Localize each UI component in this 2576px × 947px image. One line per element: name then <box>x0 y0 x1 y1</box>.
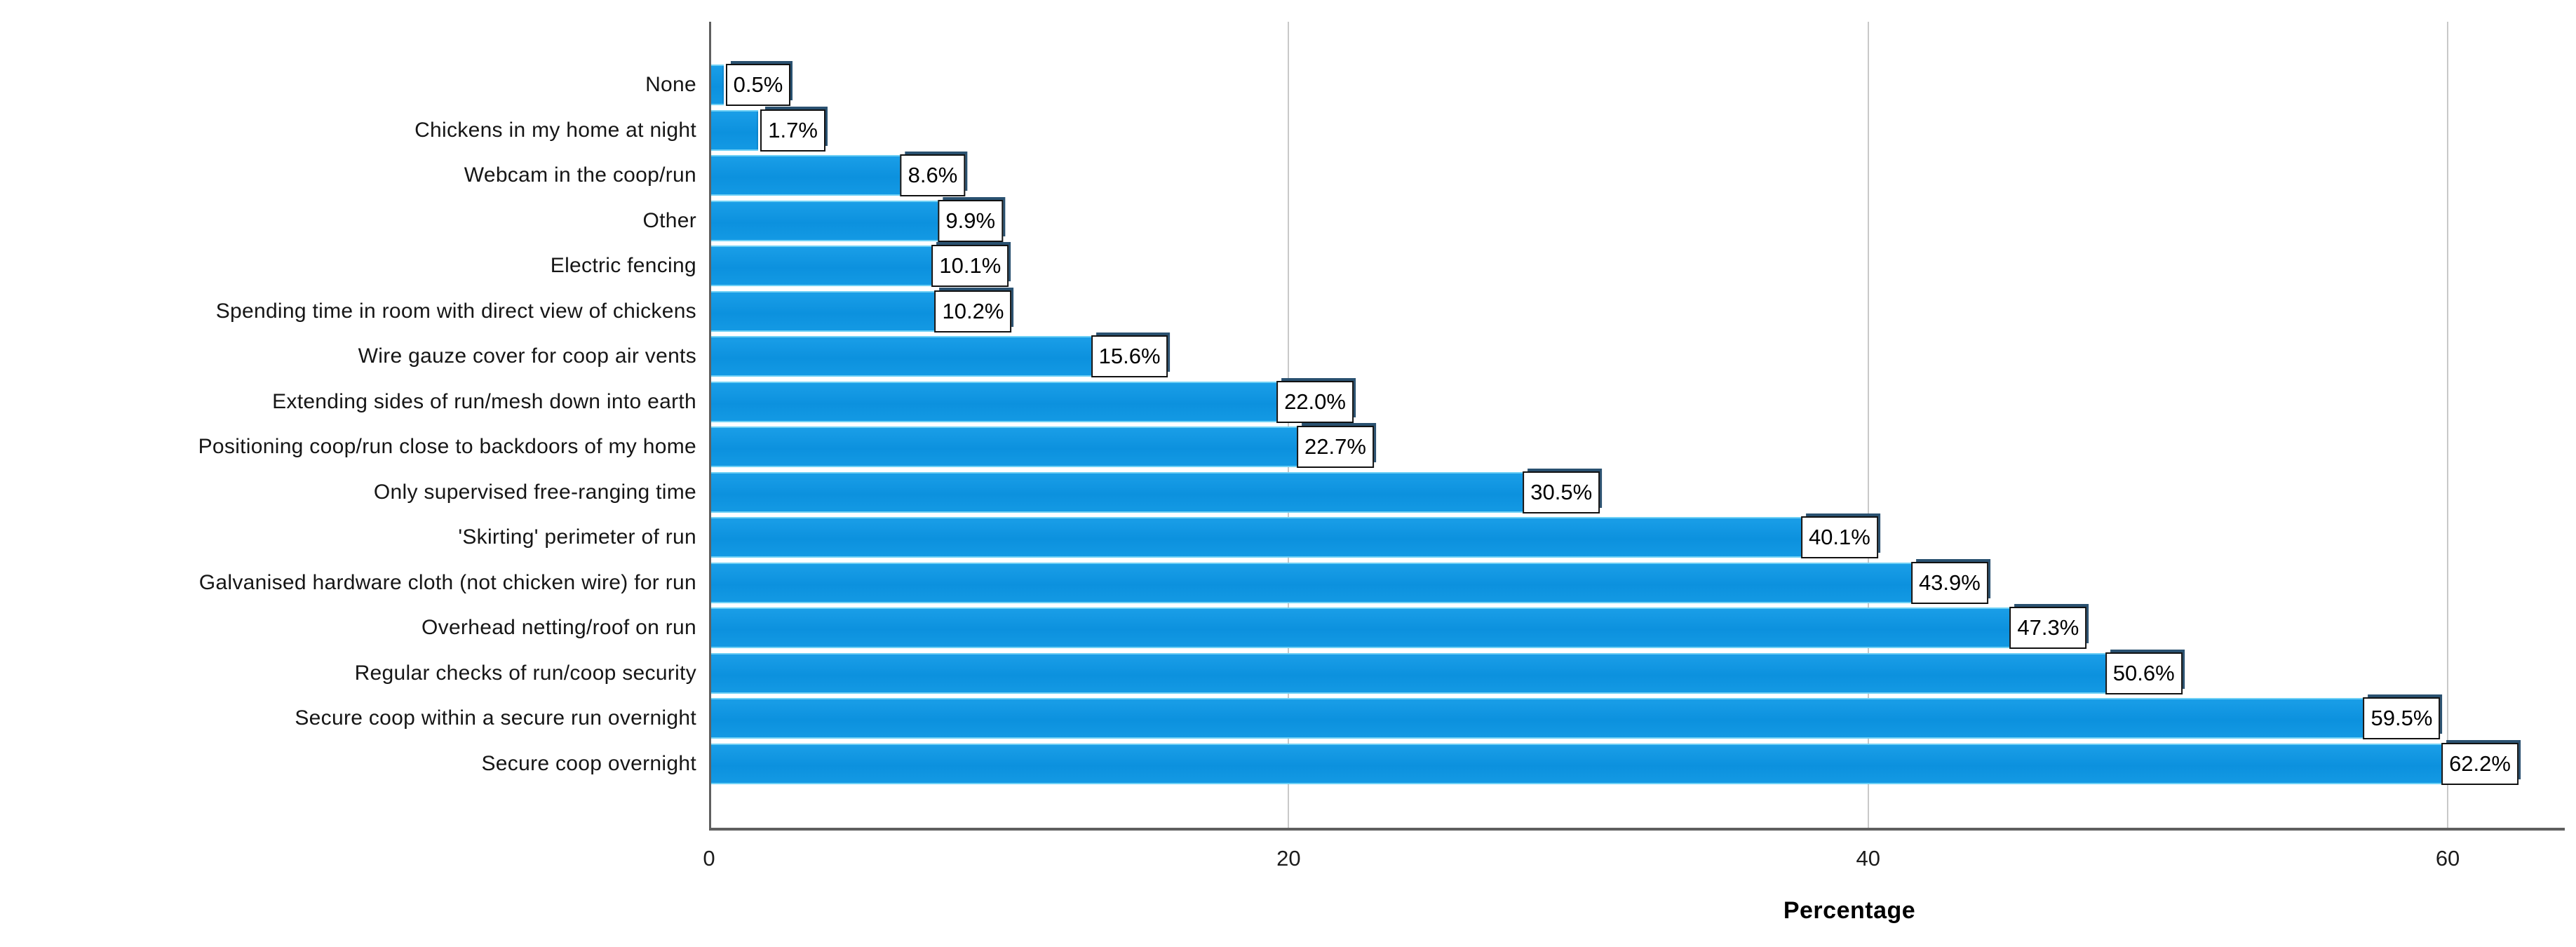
bar <box>709 471 1593 513</box>
x-tick-label: 40 <box>1856 846 1880 871</box>
bar-track: 50.6% <box>709 651 2565 697</box>
category-label: 'Skirting' perimeter of run <box>458 525 696 549</box>
bar-track: 1.7% <box>709 108 2565 154</box>
bar <box>709 109 759 151</box>
gridline <box>2447 22 2449 828</box>
bar-track: 0.5% <box>709 62 2565 108</box>
x-tick-label: 20 <box>1276 846 1301 871</box>
bar-track: 47.3% <box>709 605 2565 651</box>
value-label: 15.6% <box>1091 335 1168 378</box>
bar <box>709 336 1161 377</box>
bar-row: Overhead netting/roof on run 47.3% <box>0 605 2565 651</box>
value-label: 0.5% <box>725 64 791 107</box>
x-tick-label: 60 <box>2435 846 2460 871</box>
plot-area <box>709 22 2565 828</box>
bar-track: 9.9% <box>709 199 2565 244</box>
bar-row: Secure coop within a secure run overnigh… <box>0 696 2565 741</box>
bar <box>709 698 2434 739</box>
category-label: Webcam in the coop/run <box>464 163 696 187</box>
bar-row: Electric fencing 10.1% <box>0 243 2565 289</box>
bar <box>709 562 1981 603</box>
bar-row: 'Skirting' perimeter of run 40.1% <box>0 515 2565 560</box>
value-label: 62.2% <box>2441 742 2518 785</box>
category-label: Wire gauze cover for coop air vents <box>358 344 696 368</box>
category-label: Other <box>642 208 696 232</box>
bar-row: Positioning coop/run close to backdoors … <box>0 424 2565 470</box>
bar-track: 30.5% <box>709 470 2565 516</box>
category-label: Only supervised free-ranging time <box>373 480 696 504</box>
gridline <box>1867 22 1869 828</box>
value-label: 50.6% <box>2105 652 2183 694</box>
bar <box>709 517 1871 558</box>
bar-track: 62.2% <box>709 741 2565 787</box>
value-label: 8.6% <box>900 154 966 197</box>
bar <box>709 607 2080 649</box>
value-label: 30.5% <box>1523 471 1600 513</box>
bar-track: 59.5% <box>709 696 2565 741</box>
bar-track: 10.1% <box>709 243 2565 289</box>
category-label: Chickens in my home at night <box>414 118 696 142</box>
category-label: Regular checks of run/coop security <box>354 661 696 685</box>
value-label: 1.7% <box>760 109 825 152</box>
bar-row: Regular checks of run/coop security 50.6… <box>0 651 2565 697</box>
value-label: 59.5% <box>2363 697 2441 740</box>
bar <box>709 427 1367 468</box>
bar-row: None 0.5% <box>0 62 2565 108</box>
bar-row: Only supervised free-ranging time 30.5% <box>0 470 2565 516</box>
bar-track: 43.9% <box>709 560 2565 606</box>
bar-row: Webcam in the coop/run 8.6% <box>0 153 2565 199</box>
bar-row: Chickens in my home at night 1.7% <box>0 108 2565 154</box>
bar-row: Other 9.9% <box>0 199 2565 244</box>
x-axis-line <box>709 828 2565 831</box>
y-axis-line <box>709 22 711 831</box>
bar-track: 22.0% <box>709 380 2565 425</box>
category-label: Electric fencing <box>550 254 696 278</box>
category-label: Overhead netting/roof on run <box>422 616 696 640</box>
bar-row: Extending sides of run/mesh down into ea… <box>0 380 2565 425</box>
bar <box>709 65 724 106</box>
value-label: 47.3% <box>2009 607 2087 650</box>
bar-track: 15.6% <box>709 334 2565 380</box>
value-label: 9.9% <box>938 199 1004 242</box>
value-label: 43.9% <box>1910 561 1988 604</box>
value-label: 40.1% <box>1800 516 1878 559</box>
bar-row: Secure coop overnight 62.2% <box>0 741 2565 787</box>
x-axis-title: Percentage <box>1783 897 1916 924</box>
category-label: Extending sides of run/mesh down into ea… <box>272 389 696 413</box>
value-label: 22.7% <box>1297 426 1374 469</box>
bar-row: Wire gauze cover for coop air vents 15.6… <box>0 334 2565 380</box>
category-label: Secure coop overnight <box>481 751 696 775</box>
value-label: 10.1% <box>931 245 1009 288</box>
bar-rows: None 0.5% Chickens in my home at night 1… <box>0 62 2565 786</box>
x-tick-label: 0 <box>703 846 715 871</box>
category-label: Spending time in room with direct view o… <box>215 299 696 323</box>
bar-track: 40.1% <box>709 515 2565 560</box>
bar-track: 10.2% <box>709 289 2565 335</box>
bar-track: 8.6% <box>709 153 2565 199</box>
bar <box>709 652 2176 694</box>
bar-row: Galvanised hardware cloth (not chicken w… <box>0 560 2565 606</box>
category-label: None <box>645 73 696 97</box>
gridline <box>1288 22 1290 828</box>
category-label: Galvanised hardware cloth (not chicken w… <box>198 570 696 594</box>
bar <box>709 381 1347 422</box>
bar-row: Spending time in room with direct view o… <box>0 289 2565 335</box>
value-label: 10.2% <box>934 290 1012 333</box>
bar-track: 22.7% <box>709 424 2565 470</box>
category-label: Positioning coop/run close to backdoors … <box>198 435 696 459</box>
value-label: 22.0% <box>1276 380 1354 423</box>
bar <box>709 743 2511 784</box>
category-label: Secure coop within a secure run overnigh… <box>295 706 696 730</box>
